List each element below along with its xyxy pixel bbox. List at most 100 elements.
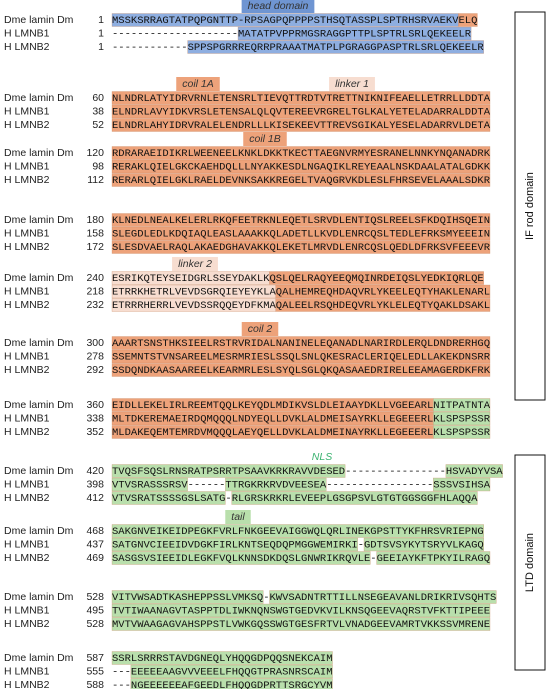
sequence-highlight <box>130 678 333 689</box>
sequence-segment: NLNDRLATYIDRVRNLETENSRLTIEVQTTRDTVTRETTN… <box>112 93 491 105</box>
sequence-segment: EEEEEAAGVVVEEELFHQQGTPRASNRSCAIM <box>131 666 333 678</box>
sequence-highlight <box>458 13 478 27</box>
sequence-segment: ETRRRHERRLVEVDSSRQQEYDFKMA <box>112 300 276 312</box>
start-position: 588 <box>86 679 104 689</box>
sequence-highlight <box>433 411 491 426</box>
start-position: 180 <box>86 214 104 226</box>
sequence-highlight <box>111 104 491 119</box>
annotation-box <box>329 77 375 91</box>
sequence-name: H LMNB2 <box>4 119 50 131</box>
start-position: 240 <box>86 272 104 284</box>
sequence-name: H LMNB2 <box>4 679 50 689</box>
sequence-highlight <box>111 491 226 505</box>
sequence-highlight <box>111 240 491 254</box>
sequence-name: Dme lamin Dm <box>4 214 74 226</box>
start-position: 468 <box>86 525 104 537</box>
sequence-segment: HSVADYVSA <box>446 466 503 478</box>
domain-annotation: linker 1 <box>335 78 369 90</box>
sequence-name: Dme lamin Dm <box>4 92 74 104</box>
sequence-highlight <box>111 537 358 552</box>
sequence-name: Dme lamin Dm <box>4 399 74 411</box>
sequence-highlight <box>376 551 491 565</box>
sequence-name: H LMNB2 <box>4 174 50 186</box>
start-position: 360 <box>86 399 104 411</box>
domain-annotation: tail <box>231 511 245 523</box>
start-position: 420 <box>86 465 104 477</box>
sequence-name: H LMNB2 <box>4 618 50 630</box>
sequence-segment: KLSPSPSSR <box>433 413 490 425</box>
sequence-segment: -------------------- <box>112 28 238 40</box>
sequence-highlight <box>433 477 491 492</box>
sequence-highlight <box>130 664 333 679</box>
start-position: 120 <box>86 147 104 159</box>
sequence-segment: ------ <box>188 479 226 491</box>
sequence-segment: RLGRSKRKRLEVEEPLGSGPSVLGTGTGGSGGFHLAQQA <box>232 493 478 505</box>
sequence-segment: SATGNVCIEEIDVDGKFIRLKNTSEQDQPMGGWEMIRKI <box>112 539 358 551</box>
sequence-highlight <box>111 617 491 631</box>
domain-annotation: head domain <box>248 0 309 12</box>
start-position: 412 <box>86 492 104 504</box>
sequence-segment: EIDLLEKELIRLREEMTQQLKEYQDLMDIKVSLDLEIAAY… <box>112 400 433 412</box>
sequence-highlight <box>445 464 503 478</box>
sequence-segment: SSRLSRRRSTAVDGNEQLYHQQGDPQQSNEKCAIM <box>112 653 333 665</box>
start-position: 555 <box>86 665 104 677</box>
sequence-segment: --- <box>112 666 131 678</box>
sequence-name: Dme lamin Dm <box>4 272 74 284</box>
start-position: 60 <box>92 92 104 104</box>
start-position: 158 <box>86 227 104 239</box>
sequence-segment: - <box>225 493 231 505</box>
sequence-segment: SSDQNDKAASAAREELKEARMRLESLSYQLSGLQKQASAA… <box>112 365 491 377</box>
start-position: 352 <box>86 426 104 438</box>
sequence-highlight <box>363 537 484 552</box>
sequence-highlight <box>111 173 491 187</box>
sequence-segment: GEEIAYKFTPKYILRAGQ <box>377 553 490 565</box>
start-position: 469 <box>86 552 104 564</box>
sequence-highlight <box>433 398 491 412</box>
start-position: 338 <box>86 412 104 424</box>
start-position: 1 <box>98 27 104 39</box>
sequence-highlight <box>111 477 188 492</box>
sequence-highlight <box>111 590 264 604</box>
sequence-name: H LMNB1 <box>4 285 50 297</box>
sequence-highlight <box>111 464 346 478</box>
domain-annotation: NLS <box>312 451 332 463</box>
start-position: 278 <box>86 350 104 362</box>
sequence-segment: GDTSVSYKYTSRYVLKAGQ <box>364 539 484 551</box>
annotation-box <box>225 510 251 524</box>
domain-bracket <box>514 11 546 401</box>
sequence-segment: ELQ <box>459 15 478 27</box>
sequence-segment: ELNDRLAHYIDRVRALELENDRLLLKISEKEEVTTREVSG… <box>112 120 491 132</box>
sequence-segment: NGEEEEEEAFGEEDLFHQQGDPRTTSRGCYVM <box>131 680 333 689</box>
sequence-segment: SLESDVAELRAQLAKAEDGHAVAKKQLEKETLMRVDLENR… <box>112 242 491 254</box>
sequence-name: H LMNB2 <box>4 241 50 253</box>
sequence-segment: KLNEDLNEALKELERLRKQFEETRKNLEQETLSRVDLENT… <box>112 215 490 227</box>
sequence-highlight <box>111 603 491 618</box>
sequence-segment: QSLQELRAQYEEQMQINRDEIQSLYEDKIQRLQE <box>270 273 484 285</box>
sequence-segment: MATATPVPPRMGSRAGGPTTPLSPTRLSRLQEKEELR <box>238 28 472 40</box>
sequence-segment: QALHEMREQHDAQVRLYKEELEQTYHAKLENARL <box>276 286 490 298</box>
annotation-box <box>176 77 220 91</box>
start-position: 218 <box>86 285 104 297</box>
sequence-name: Dme lamin Dm <box>4 147 74 159</box>
sequence-segment: - <box>370 553 376 565</box>
sequence-highlight <box>269 271 484 285</box>
sequence-name: H LMNB1 <box>4 105 50 117</box>
domain-bracket <box>514 454 546 671</box>
sequence-highlight <box>225 477 327 492</box>
sequence-name: H LMNB1 <box>4 665 50 677</box>
sequence-segment: RERAKLQIELGKCKAEHDQLLLNYAKKESDLNGAQIKLRE… <box>112 161 491 173</box>
sequence-segment: RDRARAEIDIKRLWEENEELKNKLDKKTKECTTAEGNVRM… <box>112 148 491 160</box>
sequence-highlight <box>111 226 491 241</box>
sequence-name: H LMNB2 <box>4 299 50 311</box>
sequence-segment: ------------ <box>112 42 188 54</box>
sequence-segment: SSEMNTSTVNSAREELMESRMRIESLSSQLSNLQKESRAC… <box>112 351 491 363</box>
sequence-name: Dme lamin Dm <box>4 591 74 603</box>
annotation-box <box>172 257 218 271</box>
sequence-highlight <box>231 491 478 505</box>
sequence-name: Dme lamin Dm <box>4 525 74 537</box>
sequence-name: H LMNB1 <box>4 227 50 239</box>
sequence-segment: SLEGDLEDLKDQIAQLEASLAAAKKQLADETLLKVDLENR… <box>112 228 490 240</box>
sequence-segment: MSSKSRRAGTATPQPGNTTP-RPSAGPQPPPPSTHSQTAS… <box>112 15 459 27</box>
start-position: 112 <box>87 174 104 186</box>
